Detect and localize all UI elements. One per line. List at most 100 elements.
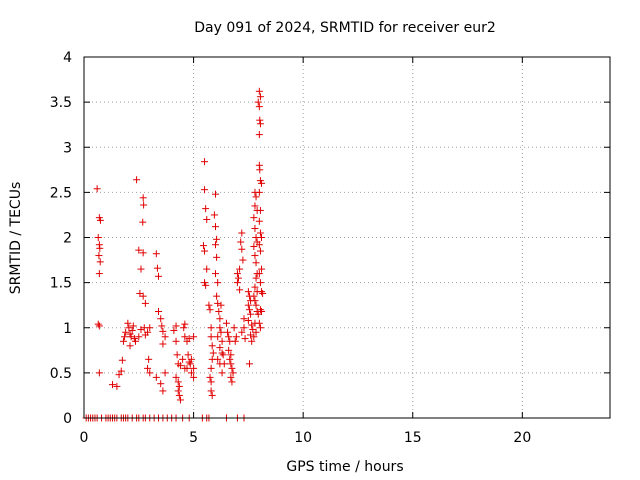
data-point	[213, 253, 221, 261]
data-point	[175, 382, 183, 390]
data-point	[159, 340, 167, 348]
data-point	[235, 274, 243, 282]
x-tick-label: 10	[294, 430, 312, 446]
data-point	[135, 333, 143, 341]
data-point	[252, 274, 260, 282]
y-tick-labels: 0 0.5 1 1.5 2 2.5 3 3.5 4	[50, 50, 72, 427]
data-point	[212, 190, 219, 198]
data-point	[258, 288, 266, 296]
data-point	[161, 333, 169, 341]
data-point	[172, 337, 180, 345]
data-point	[230, 324, 238, 332]
data-point	[239, 256, 247, 264]
data-point	[258, 308, 266, 316]
data-point	[174, 387, 182, 395]
data-point	[259, 289, 267, 297]
data-point	[214, 279, 222, 287]
data-point	[124, 319, 132, 327]
data-point	[210, 211, 218, 219]
data-point	[179, 355, 187, 363]
data-point	[95, 252, 103, 260]
data-point	[252, 193, 260, 201]
data-point	[255, 103, 263, 111]
data-point	[155, 308, 163, 316]
data-point	[216, 315, 224, 323]
data-point	[190, 364, 198, 372]
data-point	[174, 378, 182, 386]
data-point	[254, 98, 262, 106]
y-tick-label: 3	[63, 140, 72, 156]
data-point	[94, 234, 102, 241]
data-point	[227, 373, 235, 381]
axis-ticks	[83, 56, 610, 419]
data-point	[113, 382, 121, 390]
data-point	[240, 324, 248, 332]
x-tick-label: 20	[513, 430, 531, 446]
x-tick-label: 15	[404, 430, 422, 446]
data-point	[181, 364, 189, 372]
data-point	[201, 247, 209, 255]
data-point	[251, 224, 259, 232]
data-point	[215, 308, 223, 316]
data-point	[216, 324, 224, 332]
data-point	[139, 218, 147, 226]
data-point	[251, 202, 259, 210]
data-point	[250, 333, 258, 341]
data-point	[176, 362, 184, 370]
data-point	[258, 179, 266, 187]
data-point	[213, 292, 221, 300]
data-point	[251, 283, 259, 291]
data-point	[152, 250, 160, 258]
data-point	[137, 326, 145, 334]
data-point	[227, 351, 235, 359]
data-point	[218, 349, 226, 357]
data-point	[212, 223, 219, 231]
data-point	[225, 346, 233, 354]
data-point	[232, 333, 240, 341]
data-point	[180, 324, 188, 332]
data-point	[175, 391, 183, 399]
data-point	[206, 306, 214, 314]
data-point	[255, 131, 263, 139]
data-point	[238, 328, 246, 336]
data-point	[203, 265, 211, 273]
data-point	[206, 373, 214, 381]
data-point	[95, 369, 103, 377]
chart-title: Day 091 of 2024, SRMTID for receiver eur…	[194, 20, 496, 36]
data-point	[255, 217, 263, 225]
data-point	[256, 93, 264, 101]
data-point	[202, 281, 210, 289]
data-point	[185, 335, 193, 343]
data-point	[225, 333, 233, 341]
data-point	[152, 373, 160, 381]
data-points	[82, 87, 267, 422]
data-point	[118, 356, 126, 364]
data-point	[186, 360, 194, 368]
data-point	[218, 337, 226, 345]
data-point	[172, 373, 180, 381]
data-point	[140, 201, 148, 209]
y-tick-label: 1.5	[50, 276, 72, 292]
data-point	[208, 391, 216, 399]
data-point	[248, 321, 256, 329]
data-point	[214, 333, 222, 341]
data-point	[176, 396, 184, 404]
data-point	[209, 349, 217, 357]
data-point	[146, 369, 154, 377]
x-tick-label: 0	[80, 430, 89, 446]
data-point	[139, 292, 147, 300]
data-point	[252, 301, 260, 309]
data-point	[145, 355, 153, 363]
data-point	[228, 378, 236, 386]
data-point	[247, 331, 255, 339]
data-point	[241, 335, 249, 343]
data-point	[236, 265, 244, 273]
data-point	[108, 381, 116, 389]
data-point	[256, 247, 264, 255]
data-point	[256, 116, 264, 124]
data-point	[224, 328, 232, 336]
data-point	[181, 333, 189, 341]
data-point	[159, 327, 167, 335]
data-point	[96, 244, 104, 252]
